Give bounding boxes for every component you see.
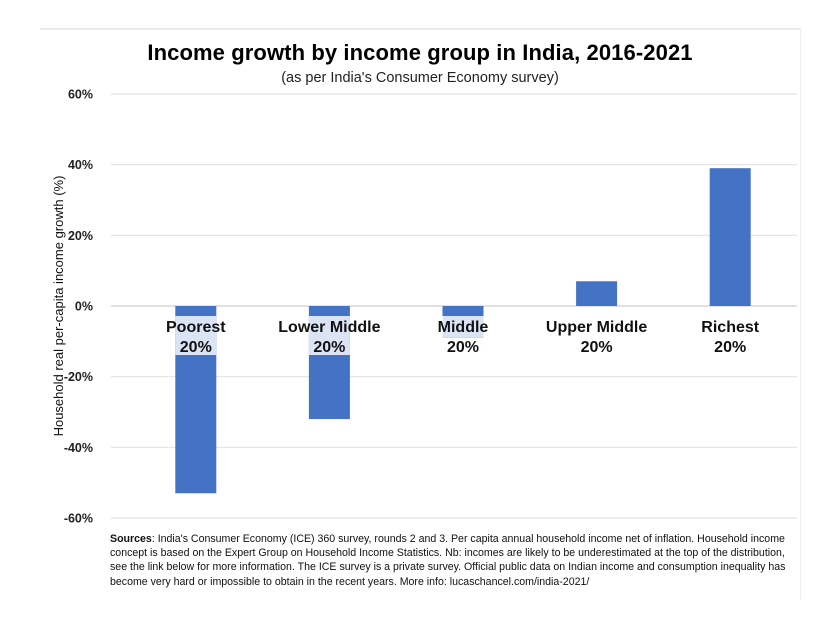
bar — [576, 281, 618, 306]
category-label: Poorest — [166, 319, 226, 336]
category-labels: Poorest 20% Lower Middle 20% Middle 20% Upper … — [166, 319, 760, 356]
y-tick-label: -60% — [64, 512, 93, 526]
label-background — [442, 316, 484, 338]
category-sublabel: 20% — [581, 339, 613, 356]
chart-subtitle: (as per India's Consumer Economy survey) — [281, 70, 559, 86]
sources-text: : India's Consumer Economy (ICE) 360 sur… — [110, 533, 786, 588]
y-tick-label: -40% — [64, 441, 93, 455]
category-label: Middle — [438, 319, 489, 336]
category-sublabel: 20% — [714, 339, 746, 356]
chart-frame — [40, 28, 801, 600]
category-sublabel: 20% — [313, 339, 345, 356]
y-axis-label: Household real per-capita income growth … — [51, 176, 66, 437]
category-sublabel: 20% — [180, 339, 212, 356]
sources-label: Sources — [110, 533, 152, 545]
chart-title: Income growth by income group in India, … — [147, 40, 693, 65]
label-background — [308, 316, 350, 355]
category-label: Lower Middle — [278, 319, 380, 336]
y-tick-label: 40% — [68, 158, 93, 172]
bars — [175, 168, 751, 494]
bar — [709, 168, 751, 306]
label-background — [175, 316, 217, 355]
y-tick-label: 0% — [75, 300, 93, 314]
y-tick-label: 20% — [68, 229, 93, 243]
y-tick-label: -20% — [64, 370, 93, 384]
category-sublabel: 20% — [447, 339, 479, 356]
category-label: Richest — [701, 319, 759, 336]
y-tick-labels: 60% 40% 20% 0% -20% -40% -60% — [64, 88, 93, 526]
y-tick-label: 60% — [68, 88, 93, 102]
category-label: Upper Middle — [546, 319, 647, 336]
sources-note: Sources: India's Consumer Economy (ICE) … — [110, 532, 800, 589]
